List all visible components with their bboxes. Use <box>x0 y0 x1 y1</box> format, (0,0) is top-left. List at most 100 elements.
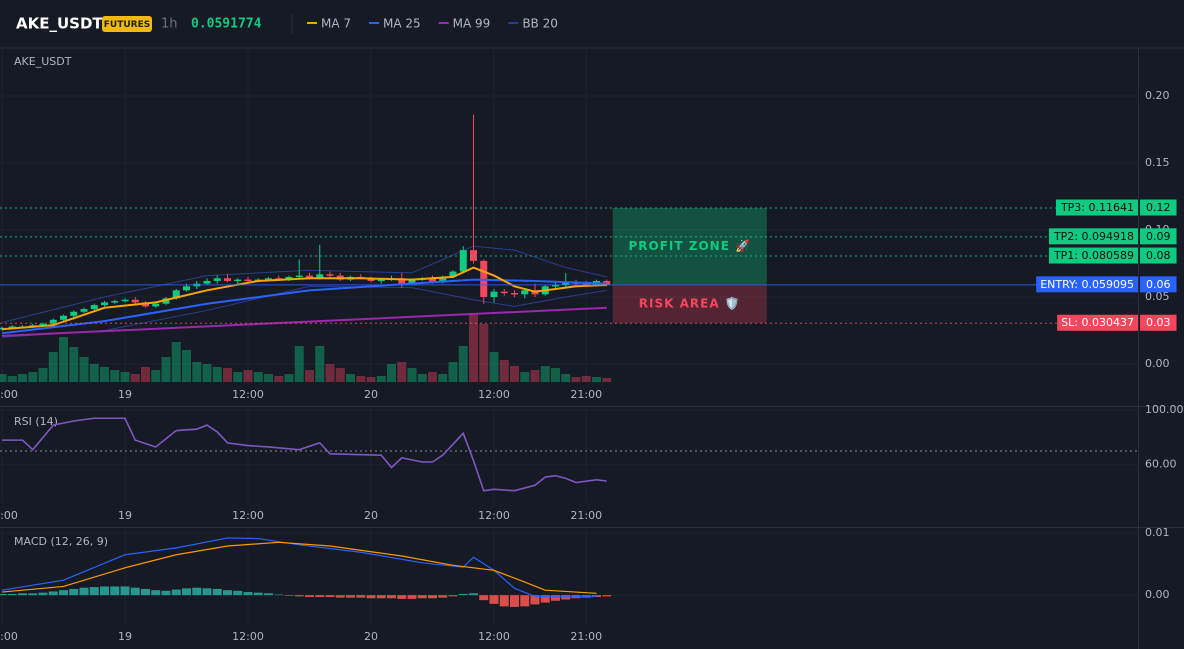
level-label: TP3: 0.11641 <box>1060 201 1134 214</box>
candle-body <box>521 290 529 295</box>
candle-body <box>131 299 139 303</box>
histogram-bar <box>223 590 232 596</box>
x-tick-label: 12:00 <box>0 388 18 401</box>
x-tick-label: 21:00 <box>570 509 602 522</box>
moving-average <box>1 306 607 337</box>
candle-body <box>244 279 252 282</box>
volume-bar <box>561 374 571 382</box>
volume-bar <box>428 372 437 382</box>
histogram-bar <box>428 595 437 599</box>
last-price: 0.0591774 <box>191 17 262 32</box>
histogram-bar <box>264 593 273 596</box>
volume-bar <box>489 352 499 382</box>
candle-body <box>367 278 375 281</box>
histogram-bar <box>540 595 550 603</box>
candle-body <box>224 278 231 281</box>
volume-bar <box>161 357 171 382</box>
candle-body <box>90 305 98 310</box>
candle-body <box>552 284 559 287</box>
volume-bar <box>192 362 202 382</box>
candle-body <box>80 309 88 312</box>
histogram-bar <box>458 593 468 596</box>
volume-bar <box>243 370 253 382</box>
zone-label: RISK AREA 🛡️ <box>639 297 741 311</box>
volume-bar <box>387 364 396 382</box>
volume-bar <box>540 366 550 382</box>
candle-body <box>295 275 303 278</box>
volume-bar <box>325 364 335 382</box>
histogram-bar <box>376 595 386 599</box>
macd-line <box>1 537 597 598</box>
histogram-bar <box>89 587 99 596</box>
volume-bar <box>89 364 99 382</box>
volume-bar <box>530 370 540 382</box>
candle-body <box>70 311 78 316</box>
bollinger-band <box>1 285 607 338</box>
x-tick-label: 12:00 <box>478 509 510 522</box>
moving-average <box>1 278 607 335</box>
candle-body <box>285 276 293 280</box>
candle-body <box>101 302 108 306</box>
histogram-bar <box>59 590 68 596</box>
label-box <box>1048 247 1138 264</box>
volume-bar <box>38 368 48 382</box>
volume-bar <box>110 370 120 382</box>
x-tick-label: 19 <box>118 630 132 643</box>
label-box <box>1140 247 1177 264</box>
y-tick-label: 60.00 <box>1145 458 1177 471</box>
candle-body <box>49 319 57 324</box>
volume-bar <box>438 374 448 382</box>
histogram-bar <box>151 590 161 596</box>
zone-label: PROFIT ZONE 🚀 <box>628 239 751 253</box>
histogram-bar <box>602 595 612 597</box>
x-tick-label: 12:00 <box>478 630 510 643</box>
volume-bar <box>59 337 68 382</box>
level-axis-label: 0.06 <box>1146 278 1171 291</box>
histogram-bar <box>141 588 150 596</box>
bollinger-band <box>1 245 607 323</box>
volume-bar <box>520 372 530 382</box>
x-tick-label: 12:00 <box>0 630 18 643</box>
volume-bar <box>233 372 243 382</box>
candle-body <box>183 286 190 291</box>
histogram-bar <box>592 595 601 598</box>
volume-bar <box>335 368 345 382</box>
histogram-bar <box>110 586 120 596</box>
macd-line <box>1 541 597 594</box>
volume-bar <box>69 347 79 382</box>
volume-bar <box>346 374 355 382</box>
volume-bar <box>581 376 591 382</box>
histogram-bar <box>48 591 58 596</box>
histogram-bar <box>510 595 519 607</box>
histogram-bar <box>551 595 560 601</box>
legend-label: MA 25 <box>383 17 421 31</box>
histogram-bar <box>356 595 366 598</box>
x-tick-label: 12:00 <box>478 388 510 401</box>
candle-body <box>234 279 242 282</box>
level-axis-label: 0.09 <box>1146 230 1171 243</box>
histogram-bar <box>28 593 38 596</box>
x-tick-label: 12:00 <box>0 509 18 522</box>
candle-body <box>121 299 129 302</box>
volume-bar <box>499 360 509 382</box>
candle-body <box>449 271 457 277</box>
interval: 1h <box>161 17 178 32</box>
histogram-bar <box>315 595 325 598</box>
histogram-bar <box>79 587 89 596</box>
histogram-bar <box>520 595 530 607</box>
histogram-bar <box>18 593 27 596</box>
volume-bar <box>202 364 212 382</box>
histogram-bar <box>397 595 407 599</box>
volume-bar <box>182 350 191 382</box>
y-tick-label: 0.20 <box>1145 89 1170 102</box>
volume-bar <box>397 362 407 382</box>
label-box <box>1048 228 1138 245</box>
candle-body <box>408 279 416 284</box>
x-tick-label: 19 <box>118 388 132 401</box>
volume-bar <box>79 357 89 382</box>
candle-body <box>265 278 272 280</box>
candle-body <box>490 291 498 298</box>
histogram-bar <box>366 595 376 599</box>
x-tick-label: 12:00 <box>232 509 264 522</box>
